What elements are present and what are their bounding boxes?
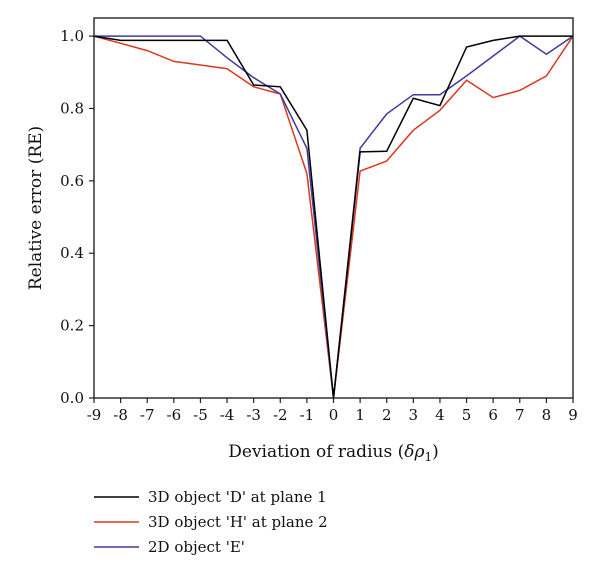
x-tick-label: -4 — [220, 406, 235, 424]
x-tick-label: -9 — [87, 406, 102, 424]
y-tick-label: 0.2 — [60, 317, 84, 335]
x-axis-title: Deviation of radius (δρ1) — [228, 442, 438, 464]
y-tick-label: 0.0 — [60, 389, 84, 407]
x-tick-label: 6 — [488, 406, 498, 424]
x-tick-label: -6 — [167, 406, 182, 424]
series-line-2 — [94, 35, 574, 399]
y-axis: 0.0 0.2 0.4 0.6 0.8 1.0 — [60, 27, 94, 407]
y-tick-label: 0.8 — [60, 99, 84, 117]
x-tick-label: -3 — [246, 406, 261, 424]
x-tick-label: -7 — [140, 406, 155, 424]
y-tick-label: 0.4 — [60, 244, 84, 262]
x-axis: -9 -8 -7 -6 -5 -4 -3 -2 -1 0 1 2 3 4 5 6 7 8 9 — [87, 398, 578, 424]
x-tick-label: -5 — [193, 406, 208, 424]
legend: 3D object 'D' at plane 1 3D object 'H' at… — [94, 488, 328, 556]
y-tick-label: 0.6 — [60, 172, 84, 190]
x-tick-label: 2 — [382, 406, 392, 424]
x-tick-label: 3 — [409, 406, 419, 424]
plot-lines — [93, 35, 574, 399]
x-tick-label: -2 — [273, 406, 288, 424]
plot-frame — [93, 17, 574, 399]
x-tick-label: 9 — [568, 406, 578, 424]
x-tick-label: 5 — [462, 406, 472, 424]
x-tick-label: 7 — [515, 406, 525, 424]
legend-label: 2D object 'E' — [148, 538, 245, 556]
x-tick-label: 4 — [435, 406, 445, 424]
legend-label: 3D object 'H' at plane 2 — [148, 513, 328, 531]
series-line-0 — [93, 35, 573, 399]
x-tick-label: 8 — [542, 406, 552, 424]
y-tick-label: 1.0 — [60, 27, 84, 45]
legend-label: 3D object 'D' at plane 1 — [148, 488, 327, 506]
x-tick-label: 0 — [329, 406, 339, 424]
x-tick-label: -1 — [300, 406, 315, 424]
x-tick-label: -8 — [113, 406, 128, 424]
x-tick-label: 1 — [355, 406, 365, 424]
series-line-1 — [93, 35, 574, 399]
y-axis-title: Relative error (RE) — [26, 126, 46, 290]
